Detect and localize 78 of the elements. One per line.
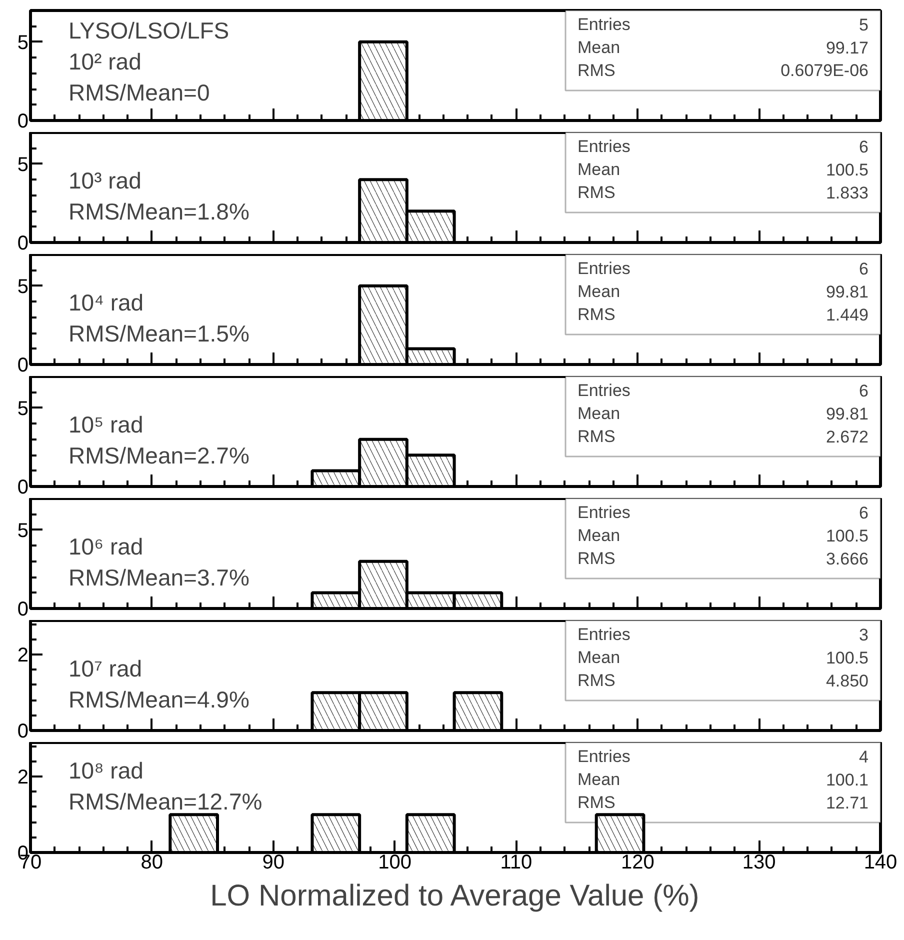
annotation: Mean	[578, 160, 620, 179]
y-tick-label: 0	[17, 232, 28, 254]
x-tick-label: 130	[742, 852, 776, 874]
annotation: Entries	[578, 503, 630, 522]
annotation: RMS	[578, 183, 616, 202]
annotation: Mean	[578, 770, 620, 789]
annotation: Mean	[578, 526, 620, 545]
annotation: Mean	[578, 282, 620, 301]
annotation: RMS/Mean=2.7%	[68, 442, 250, 468]
annotation: 10⁸ rad	[68, 758, 144, 784]
x-tick-label: 100	[378, 852, 412, 874]
annotation: RMS/Mean=1.5%	[68, 320, 250, 346]
annotation: 3	[859, 626, 869, 644]
x-tick-label: 90	[262, 852, 284, 874]
annotation: 10⁶ rad	[68, 534, 144, 560]
annotation: 100.5	[826, 160, 869, 180]
x-tick-label: 80	[140, 852, 164, 874]
annotation: 5	[859, 16, 869, 34]
y-tick-label: 2	[17, 766, 28, 789]
annotation: 99.17	[826, 38, 869, 58]
annotation: RMS	[578, 549, 616, 568]
annotation: 3.666	[826, 550, 869, 568]
annotation: Entries	[578, 381, 630, 400]
annotation: Mean	[578, 648, 620, 667]
annotation: 10² rad	[68, 48, 142, 74]
y-tick-label: 5	[17, 32, 28, 54]
annotation: RMS	[578, 671, 616, 690]
annotation: 100.5	[826, 648, 869, 668]
annotation: 6	[859, 504, 869, 522]
x-tick-label: 120	[620, 852, 654, 874]
annotation: 100.5	[826, 526, 869, 546]
annotation: 6	[859, 260, 869, 278]
annotation: Entries	[578, 259, 630, 278]
x-axis-title: LO Normalized to Average Value (%)	[210, 880, 700, 912]
annotation: 10⁷ rad	[68, 656, 142, 682]
annotation: 99.81	[826, 282, 869, 302]
annotation: 4.850	[826, 672, 869, 690]
annotation: RMS	[578, 427, 616, 446]
y-tick-label: 0	[17, 720, 28, 742]
annotation: 10⁴ rad	[68, 290, 144, 316]
annotation: RMS/Mean=3.7%	[68, 564, 250, 590]
annotation: 4	[859, 748, 869, 766]
y-tick-label: 5	[17, 276, 28, 298]
y-tick-label: 0	[17, 110, 28, 132]
annotation: RMS	[578, 793, 616, 812]
annotation: Entries	[578, 747, 630, 766]
annotation: RMS/Mean=12.7%	[68, 788, 262, 814]
annotation: 100.1	[826, 770, 869, 790]
annotation: 10⁵ rad	[68, 412, 144, 438]
annotation: 12.71	[826, 794, 869, 812]
annotation: RMS/Mean=4.9%	[68, 686, 250, 712]
x-tick-label: 110	[500, 852, 532, 874]
annotation: RMS	[578, 61, 616, 80]
annotation: 10³ rad	[68, 168, 142, 194]
annotation: Entries	[578, 137, 630, 156]
annotation: 0.6079E-06	[780, 61, 868, 80]
annotation: 1.833	[826, 184, 869, 202]
y-tick-label: 0	[17, 354, 28, 376]
annotation: Entries	[578, 15, 630, 34]
y-tick-label: 5	[17, 154, 28, 176]
y-tick-label: 0	[17, 476, 28, 498]
annotation: 1.449	[826, 306, 869, 324]
y-tick-label: 5	[17, 520, 28, 542]
annotation: 6	[859, 138, 869, 156]
y-tick-label: 0	[17, 598, 28, 620]
annotation: Entries	[578, 625, 630, 644]
annotation: 99.81	[826, 404, 869, 424]
annotation: LYSO/LSO/LFS	[68, 18, 230, 44]
annotation: RMS/Mean=1.8%	[68, 198, 250, 224]
annotation: RMS/Mean=0	[68, 80, 210, 106]
annotation: Mean	[578, 38, 620, 57]
annotation: Mean	[578, 404, 620, 423]
x-tick-label: 140	[864, 852, 898, 874]
annotation: 6	[859, 382, 869, 400]
annotation: 2.672	[826, 428, 869, 446]
annotation: RMS	[578, 305, 616, 324]
y-tick-label: 5	[17, 398, 28, 420]
y-tick-label: 2	[17, 644, 28, 667]
